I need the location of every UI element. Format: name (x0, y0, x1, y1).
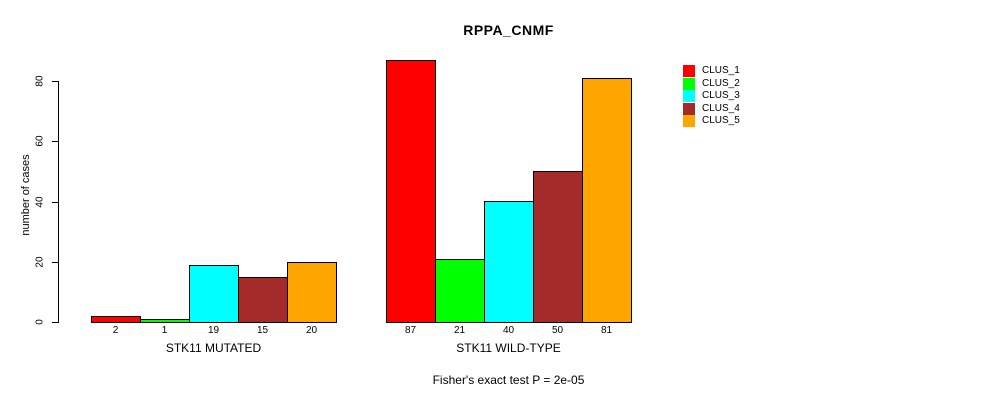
y-tick-mark (52, 141, 58, 142)
bar-clus_4 (533, 171, 583, 323)
bar-clus_5 (287, 262, 337, 323)
y-tick-label: 0 (34, 319, 46, 325)
bar-value-label: 19 (207, 325, 220, 336)
legend-item-clus_1: CLUS_1 (683, 65, 740, 77)
legend-item-clus_3: CLUS_3 (683, 90, 740, 102)
legend-swatch-icon (683, 77, 695, 90)
y-tick-label: 40 (34, 196, 46, 208)
y-axis-label: number of cases (20, 154, 32, 236)
y-tick-mark (52, 262, 58, 263)
legend-swatch-icon (683, 90, 695, 102)
y-tick-label: 60 (34, 135, 46, 147)
legend-label: CLUS_4 (702, 102, 740, 114)
legend-item-clus_2: CLUS_2 (683, 77, 740, 90)
y-tick-mark (52, 322, 58, 323)
y-tick-mark (52, 202, 58, 203)
bar-clus_5 (582, 78, 632, 323)
bar-clus_2 (140, 319, 190, 323)
legend-label: CLUS_3 (702, 90, 740, 101)
bar-value-label: 20 (305, 325, 318, 336)
bar-value-label: 87 (404, 325, 417, 336)
y-tick-label: 80 (34, 75, 46, 87)
bar-value-label: 15 (256, 325, 269, 336)
bar-value-label: 1 (161, 325, 168, 336)
x-group-label: STK11 WILD-TYPE (456, 341, 561, 355)
legend-label: CLUS_1 (702, 65, 740, 76)
legend-swatch-icon (683, 102, 695, 115)
y-tick-label: 20 (34, 256, 46, 268)
legend-item-clus_4: CLUS_4 (683, 102, 740, 115)
bar-value-label: 2 (112, 325, 119, 336)
annotation-fisher-test: Fisher's exact test P = 2e-05 (432, 373, 585, 387)
chart-title: RPPA_CNMF (463, 22, 554, 38)
legend-swatch-icon (683, 115, 695, 127)
x-group-label: STK11 MUTATED (165, 341, 262, 355)
y-tick-mark (52, 81, 58, 82)
legend-swatch-icon (683, 65, 695, 77)
bar-value-label: 81 (600, 325, 613, 336)
legend-label: CLUS_2 (702, 77, 740, 89)
bar-value-label: 50 (551, 325, 564, 336)
bar-clus_1 (91, 316, 141, 323)
bar-clus_3 (189, 265, 239, 323)
bar-value-label: 21 (453, 325, 466, 336)
legend-item-clus_5: CLUS_5 (683, 115, 740, 127)
legend: CLUS_1 CLUS_2 CLUS_3 CLUS_4 CLUS_5 (683, 65, 740, 128)
bar-clus_1 (386, 60, 436, 323)
bar-clus_2 (435, 259, 485, 323)
y-axis-line (58, 81, 59, 323)
bar-clus_3 (484, 201, 534, 323)
bar-value-label: 40 (502, 325, 515, 336)
legend-label: CLUS_5 (702, 115, 740, 126)
bar-clus_4 (238, 277, 288, 323)
